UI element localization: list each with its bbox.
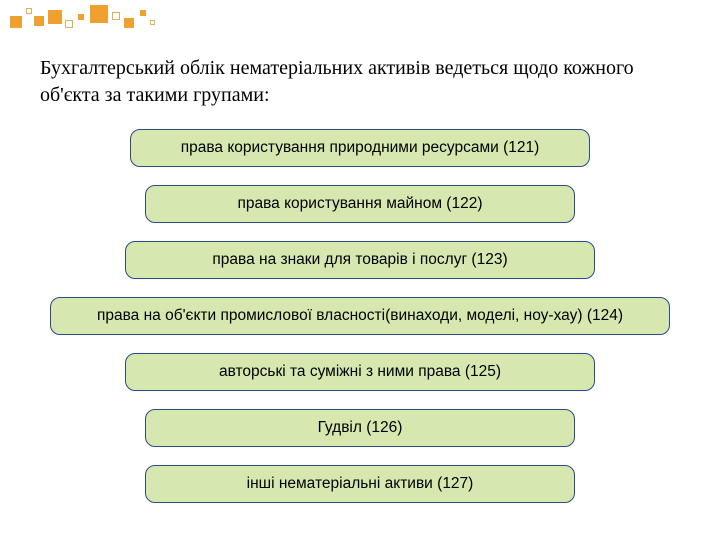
list-item: права на знаки для товарів і послуг (123… [125,241,595,279]
list-item: інші нематеріальні активи (127) [145,465,575,503]
slide-content: Бухгалтерський облік нематеріальних акти… [40,55,680,503]
slide-heading: Бухгалтерський облік нематеріальних акти… [40,55,680,109]
decor-square [34,16,44,26]
decor-square [150,20,155,25]
list-item: Гудвіл (126) [145,409,575,447]
decor-square [90,5,108,23]
decor-square [112,12,120,20]
list-item-label: авторські та суміжні з ними права (125) [219,363,501,380]
decor-square [78,14,84,20]
decor-square [65,20,73,28]
list-item-label: Гудвіл (126) [318,419,403,436]
list-item: авторські та суміжні з ними права (125) [125,353,595,391]
list-item-label: інші нематеріальні активи (127) [247,475,474,492]
list-item-label: права на знаки для товарів і послуг (123… [212,251,507,268]
list-item-label: права користування природними ресурсами … [181,139,540,156]
list-item-label: права користування майном (122) [237,195,482,212]
item-list: права користування природними ресурсами … [40,129,680,503]
list-item: права користування майном (122) [145,185,575,223]
decorative-squares [0,0,200,35]
decor-square [140,10,146,16]
decor-square [26,8,32,14]
list-item-label: права на об'єкти промислової власності(в… [97,307,623,324]
decor-square [124,18,134,28]
list-item: права на об'єкти промислової власності(в… [50,297,670,335]
decor-square [10,16,22,28]
list-item: права користування природними ресурсами … [130,129,590,167]
decor-square [48,10,62,24]
